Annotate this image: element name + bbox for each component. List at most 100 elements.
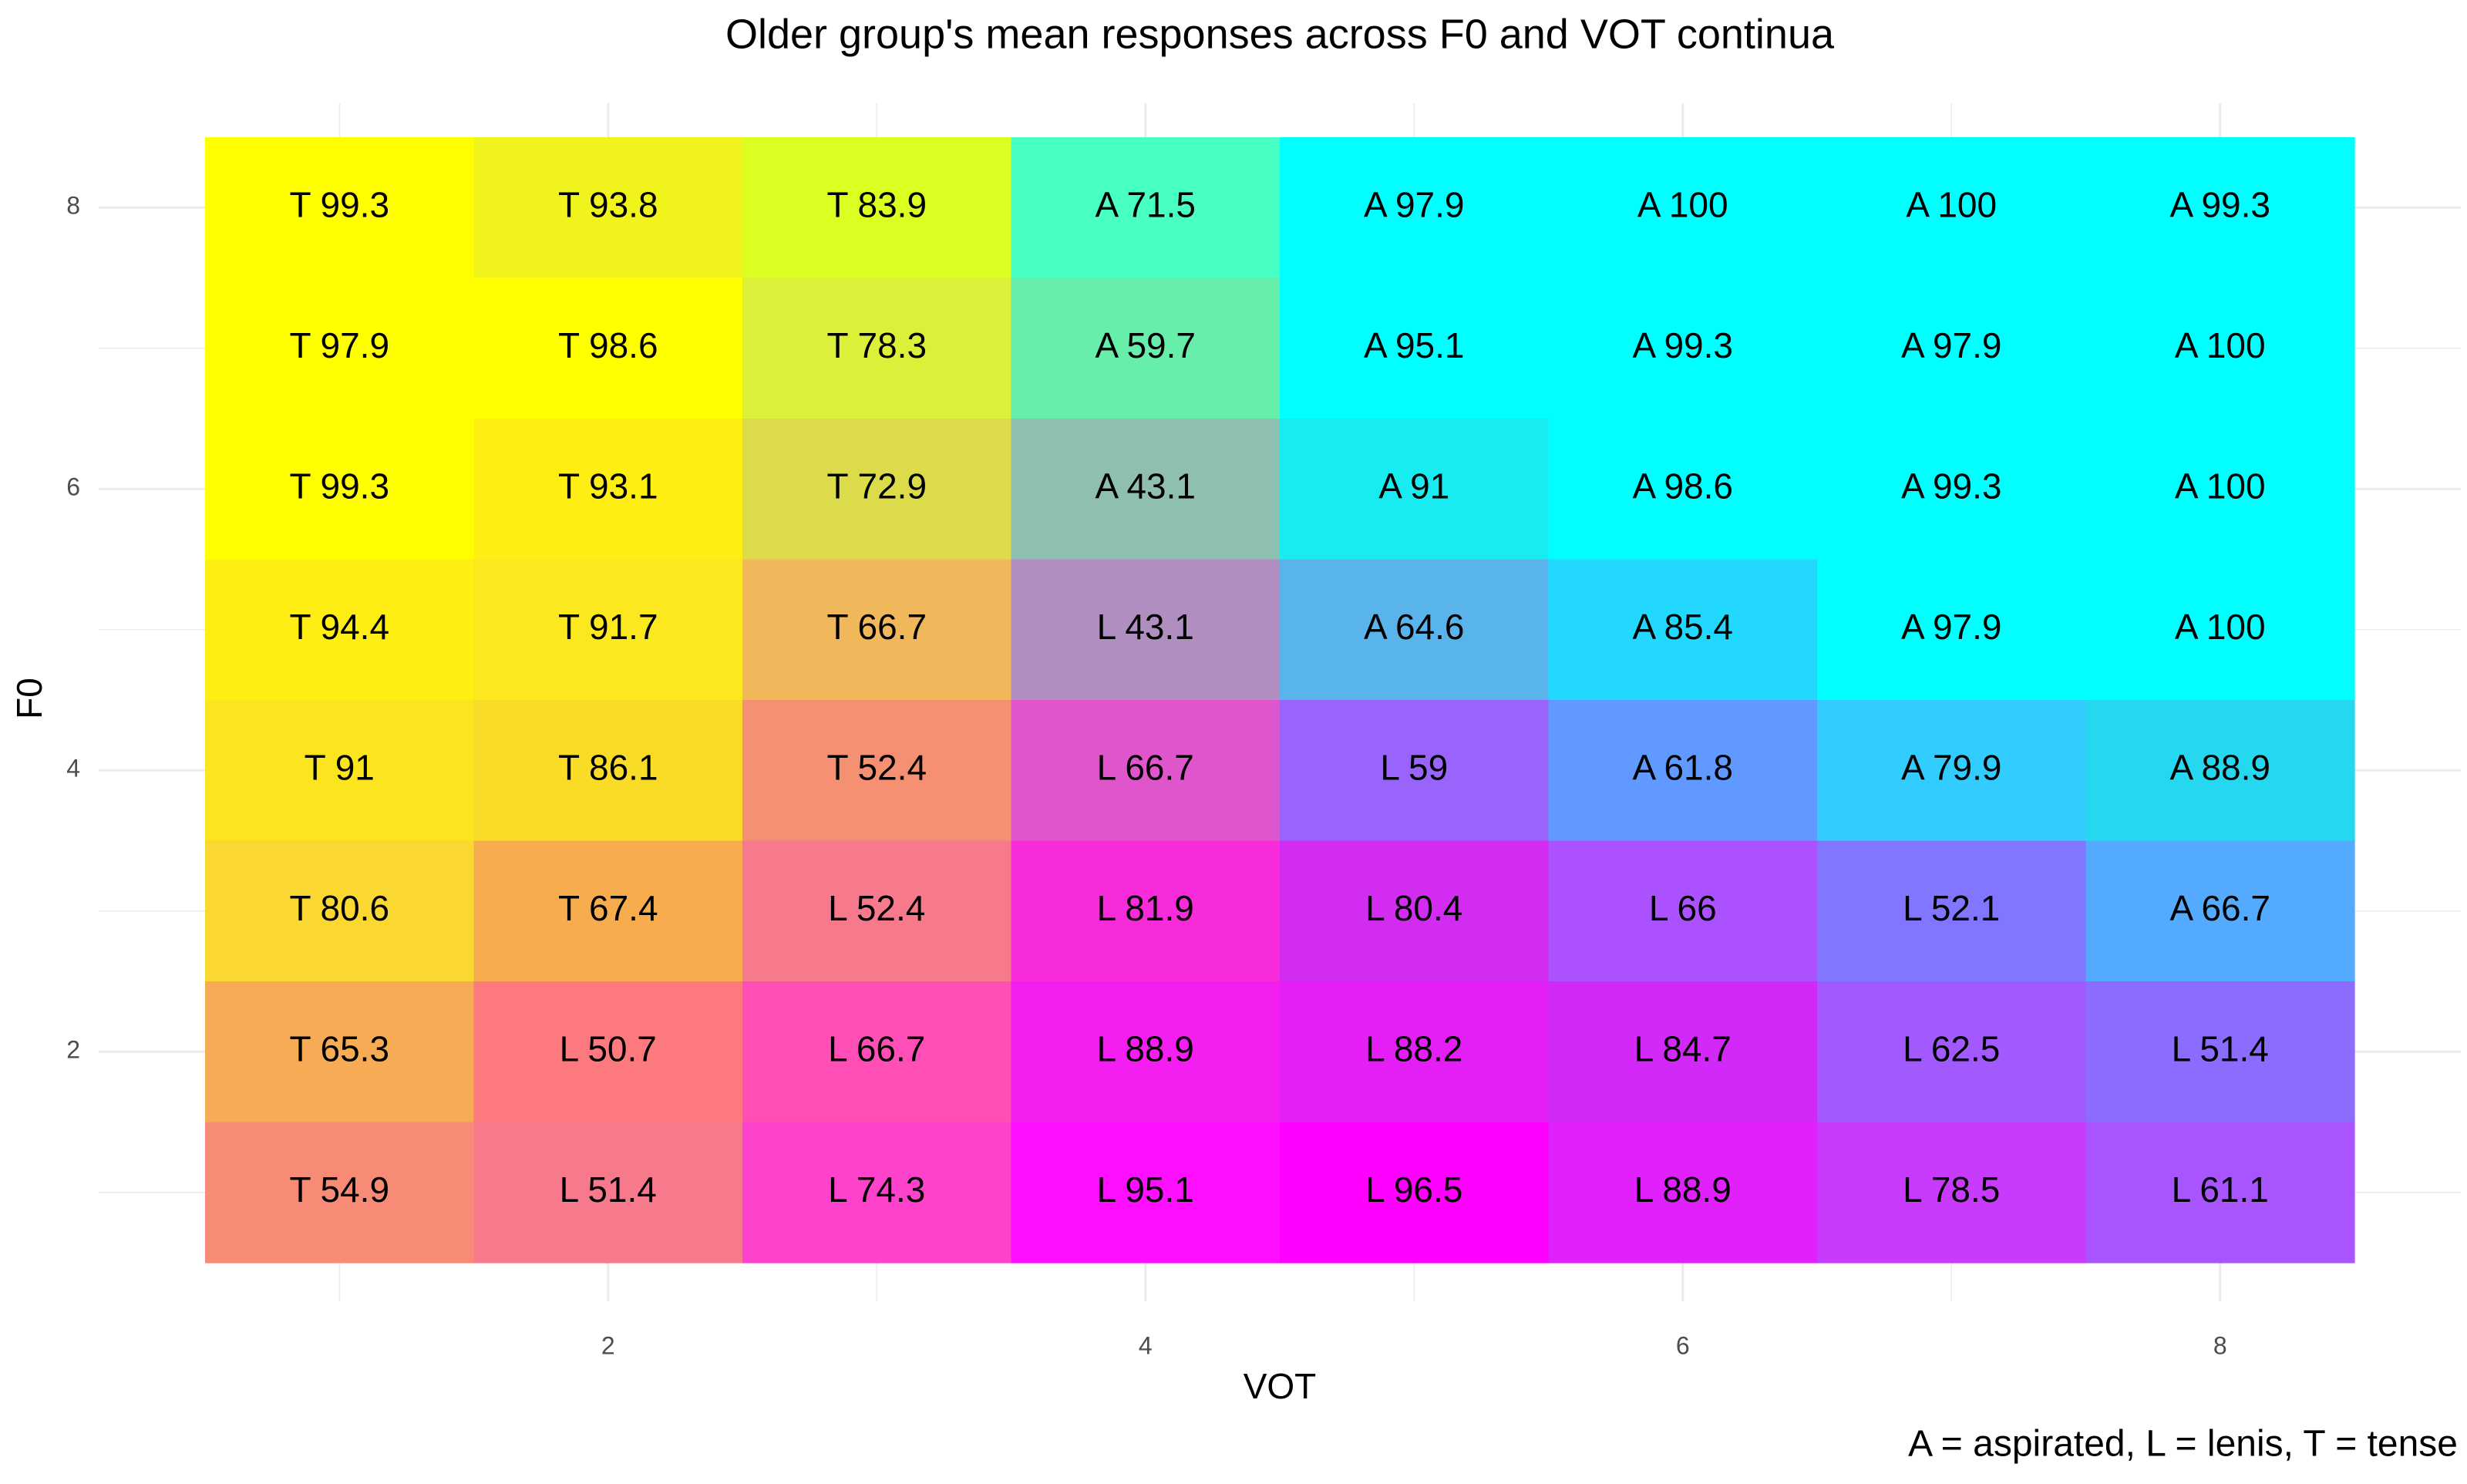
heatmap-cell [205, 981, 475, 1123]
heatmap-cell [1817, 981, 2087, 1123]
heatmap-cell [1011, 1122, 1281, 1264]
cell-label: L 84.7 [1634, 1028, 1732, 1068]
cell-label: T 78.3 [826, 325, 927, 365]
heatmap-cell [1280, 419, 1550, 560]
x-axis-title: VOT [1244, 1366, 1317, 1406]
cell-label: A 100 [2175, 466, 2266, 506]
cell-label: L 96.5 [1365, 1169, 1462, 1210]
heatmap-cell [473, 981, 743, 1123]
cell-label: T 86.1 [558, 747, 658, 787]
heatmap-cell [1011, 700, 1281, 842]
cell-label: L 50.7 [560, 1028, 657, 1068]
heatmap-cell [205, 137, 475, 279]
heatmap-cell [205, 840, 475, 982]
cell-label: A 100 [2175, 325, 2266, 365]
cell-label: L 80.4 [1365, 888, 1462, 928]
heatmap-cell [205, 1122, 475, 1264]
heatmap-cell [1548, 981, 1818, 1123]
heatmap-cell [2085, 981, 2355, 1123]
cell-label: T 99.3 [289, 184, 389, 224]
heatmap-cell [1011, 137, 1281, 279]
heatmap-cell [742, 1122, 1012, 1264]
cell-label: T 52.4 [826, 747, 927, 787]
heatmap-cell [1817, 559, 2087, 701]
cell-label: L 88.2 [1365, 1028, 1462, 1068]
cell-label: A 98.6 [1633, 466, 1733, 506]
axis-ticks: 2 4 6 8 2 4 6 8 [66, 192, 2226, 1360]
cell-label: T 80.6 [289, 888, 389, 928]
heatmap-cell [473, 1122, 743, 1264]
heatmap-cell [742, 840, 1012, 982]
cell-label: L 66.7 [1097, 747, 1194, 787]
cell-label: A 88.9 [2170, 747, 2270, 787]
cell-label: A 97.9 [1364, 184, 1464, 224]
cell-label: A 59.7 [1096, 325, 1196, 365]
heatmap-cell [205, 278, 475, 419]
heatmap-cell [1011, 840, 1281, 982]
cell-label: A 64.6 [1364, 607, 1464, 647]
chart-caption: A = aspirated, L = lenis, T = tense [1908, 1424, 2458, 1465]
cell-label: T 93.1 [558, 466, 658, 506]
cell-label: T 97.9 [289, 325, 389, 365]
x-tick-label: 8 [2213, 1331, 2227, 1359]
heatmap-cell [1817, 137, 2087, 279]
heatmap-cell [1548, 700, 1818, 842]
cell-label: A 43.1 [1096, 466, 1196, 506]
heatmap-cell [473, 700, 743, 842]
cell-label: T 99.3 [289, 466, 389, 506]
cell-label: A 97.9 [1901, 325, 2001, 365]
heatmap-cell [205, 559, 475, 701]
heatmap-cell [1011, 981, 1281, 1123]
cell-label: L 81.9 [1097, 888, 1194, 928]
cell-label: T 93.8 [558, 184, 658, 224]
cell-labels: T 99.3 T 93.8 T 83.9 A 71.5 A 97.9 A 100 A 100… [289, 184, 2270, 1210]
heatmap-cell [1548, 559, 1818, 701]
heatmap-cell [473, 840, 743, 982]
cell-label: A 99.3 [2170, 184, 2270, 224]
x-tick-label: 2 [601, 1331, 615, 1359]
heatmap-cell [1280, 1122, 1550, 1264]
cell-label: T 83.9 [826, 184, 927, 224]
cell-label: A 61.8 [1633, 747, 1733, 787]
heatmap-cell [1280, 278, 1550, 419]
cell-label: A 100 [1637, 184, 1728, 224]
cell-label: L 88.9 [1634, 1169, 1732, 1210]
cell-label: A 79.9 [1901, 747, 2001, 787]
heatmap-cell [1011, 278, 1281, 419]
heatmap-cell [1280, 137, 1550, 279]
heatmap-cell [2085, 1122, 2355, 1264]
cell-label: A 71.5 [1096, 184, 1196, 224]
heatmap-cell [2085, 419, 2355, 560]
heatmap-cell [1011, 419, 1281, 560]
heatmap-cell [742, 419, 1012, 560]
cell-label: A 100 [1906, 184, 1997, 224]
cell-label: L 95.1 [1097, 1169, 1194, 1210]
heatmap-cell [1280, 840, 1550, 982]
cell-label: T 94.4 [289, 607, 389, 647]
cell-label: T 66.7 [826, 607, 927, 647]
heatmap-cell [1280, 700, 1550, 842]
cell-label: A 95.1 [1364, 325, 1464, 365]
heatmap-cell [742, 700, 1012, 842]
y-tick-label: 6 [66, 473, 80, 501]
cell-label: T 72.9 [826, 466, 927, 506]
y-tick-label: 8 [66, 192, 80, 220]
heatmap-cell [1817, 700, 2087, 842]
cell-label: A 91 [1378, 466, 1449, 506]
y-tick-label: 2 [66, 1036, 80, 1064]
cell-label: L 52.4 [828, 888, 925, 928]
heatmap-cell [1548, 1122, 1818, 1264]
heatmap-cell [2085, 137, 2355, 279]
cell-label: T 98.6 [558, 325, 658, 365]
cell-label: T 65.3 [289, 1028, 389, 1068]
cell-label: A 99.3 [1901, 466, 2001, 506]
heatmap-cell [1817, 278, 2087, 419]
cell-label: L 51.4 [560, 1169, 657, 1210]
cell-label: L 78.5 [1903, 1169, 2000, 1210]
heatmap-cell [1548, 419, 1818, 560]
heatmap-cell [742, 559, 1012, 701]
x-tick-label: 6 [1676, 1331, 1690, 1359]
cell-label: A 100 [2175, 607, 2266, 647]
cell-label: L 62.5 [1903, 1028, 2000, 1068]
